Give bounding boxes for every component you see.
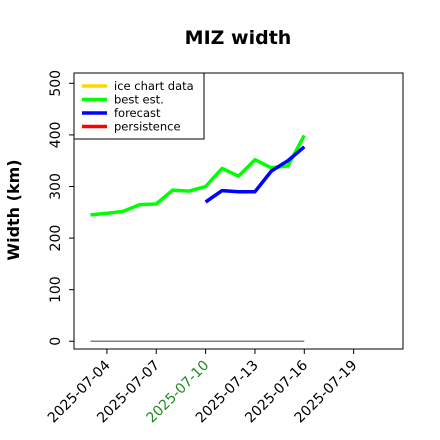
- plot-area: [90, 134, 306, 343]
- legend-entry-label: best est.: [114, 93, 164, 107]
- y-tick-label: 0: [48, 337, 64, 346]
- series-line-forecast: [204, 145, 306, 204]
- y-tick-label: 200: [48, 225, 64, 252]
- legend-entry-label: persistence: [114, 120, 181, 134]
- y-axis-label: Width (km): [4, 159, 23, 260]
- chart-title: MIZ width: [185, 27, 292, 49]
- y-tick-label: 500: [48, 70, 64, 97]
- y-tick-label: 300: [48, 173, 64, 200]
- plot-frame: [73, 72, 404, 350]
- legend-entry-label: ice chart data: [114, 79, 194, 93]
- legend-entry-label: forecast: [114, 106, 161, 120]
- y-tick-label: 400: [48, 122, 64, 149]
- series-line-best-est-: [90, 134, 306, 217]
- y-tick-label: 100: [48, 276, 64, 303]
